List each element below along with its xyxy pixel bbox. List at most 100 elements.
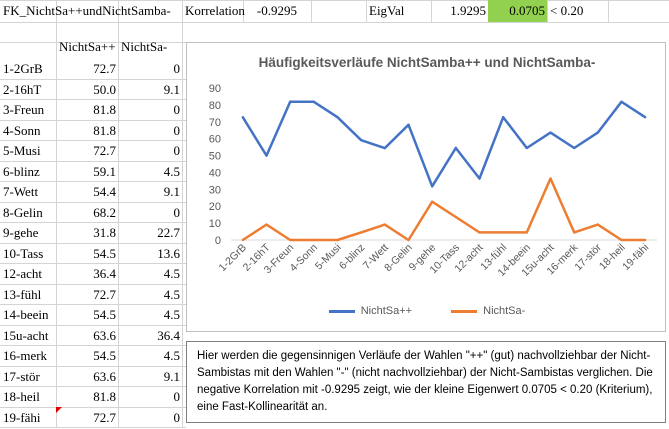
legend-item-series2[interactable]: NichtSa- <box>451 305 525 317</box>
legend-swatch-series1 <box>328 309 355 313</box>
row-label-cell[interactable]: 13-fühl <box>3 287 42 302</box>
eigval-1-cell[interactable]: 1.9295 <box>450 3 486 18</box>
row-value2-cell[interactable]: 0 <box>173 143 181 158</box>
row-value2-cell[interactable]: 0 <box>173 389 181 404</box>
data-point <box>359 138 363 142</box>
series-line-2 <box>242 177 646 242</box>
y-tick-label: 40 <box>209 167 221 179</box>
x-tick-label: 19-fähi <box>620 242 651 273</box>
row-gridline <box>0 222 186 223</box>
data-point <box>241 116 245 119</box>
col1-header-cell[interactable]: NichtSa++ <box>59 39 116 54</box>
row-value1-cell[interactable]: 54.5 <box>93 246 116 261</box>
row-value1-cell[interactable]: 54.5 <box>93 307 116 322</box>
row-value1-cell[interactable]: 81.8 <box>93 102 116 117</box>
row-gridline <box>0 386 186 387</box>
data-point <box>383 146 387 150</box>
row-label-cell[interactable]: 10-Tass <box>3 246 44 261</box>
row-value1-cell[interactable]: 54.5 <box>93 348 116 363</box>
row-value1-cell[interactable]: 68.2 <box>93 205 116 220</box>
y-tick-label: 80 <box>209 100 221 112</box>
row-value2-cell[interactable]: 9.1 <box>163 184 180 199</box>
row-label-cell[interactable]: 17-stör <box>3 369 40 384</box>
criterion-cell[interactable]: < 0.20 <box>550 3 584 18</box>
row-value1-cell[interactable]: 31.8 <box>93 225 116 240</box>
row-label-cell[interactable]: 16-merk <box>3 348 48 363</box>
y-tick-label: 20 <box>209 201 221 213</box>
data-point <box>288 238 292 242</box>
row-label-cell[interactable]: 2-16hT <box>3 82 42 97</box>
row-value2-cell[interactable]: 22.7 <box>157 225 180 240</box>
eigval-label-cell[interactable]: EigVal <box>369 3 405 18</box>
data-point <box>336 116 339 119</box>
korrelation-value-cell[interactable]: -0.9295 <box>256 3 297 18</box>
data-point <box>620 100 623 104</box>
line-chart[interactable]: Häufigkeitsverläufe NichtSamba++ und Nic… <box>186 42 666 332</box>
row-value1-cell[interactable]: 81.8 <box>93 123 116 138</box>
row-label-cell[interactable]: 14-beein <box>3 307 49 322</box>
data-point <box>359 231 363 234</box>
row-label-cell[interactable]: 18-heil <box>3 389 40 404</box>
row-value2-cell[interactable]: 13.6 <box>157 246 180 261</box>
row-gridline <box>0 345 186 346</box>
data-point <box>549 131 552 134</box>
row-value2-cell[interactable]: 0 <box>173 123 181 138</box>
row-label-cell[interactable]: 6-blinz <box>3 164 40 179</box>
row-value2-cell[interactable]: 4.5 <box>163 287 180 302</box>
row-value1-cell[interactable]: 63.6 <box>93 369 116 384</box>
row-value2-cell[interactable]: 9.1 <box>163 369 180 384</box>
row-value2-cell[interactable]: 9.1 <box>163 82 180 97</box>
row-value1-cell[interactable]: 54.4 <box>93 184 116 199</box>
row-label-cell[interactable]: 4-Sonn <box>3 123 41 138</box>
data-point <box>265 223 268 226</box>
eigval-2-cell[interactable]: 0.0705 <box>488 0 547 22</box>
row-value1-cell[interactable]: 72.7 <box>93 410 116 425</box>
row-value2-cell[interactable]: 4.5 <box>163 307 180 322</box>
row-gridline <box>0 120 186 121</box>
row-value2-cell[interactable]: 0 <box>173 102 181 117</box>
data-point <box>596 131 600 134</box>
note-textbox[interactable]: Hier werden die gegensinnigen Verläufe d… <box>186 341 666 423</box>
data-point <box>407 123 410 127</box>
row-value1-cell[interactable]: 36.4 <box>93 266 116 281</box>
data-point <box>525 231 529 234</box>
row-value1-cell[interactable]: 72.7 <box>93 61 116 76</box>
col2-header-cell[interactable]: NichtSa- <box>121 39 168 54</box>
row-value1-cell[interactable]: 63.6 <box>93 328 116 343</box>
korrelation-label-cell[interactable]: Korrelation <box>185 3 245 18</box>
row-value1-cell[interactable]: 50.0 <box>93 82 116 97</box>
y-tick-label: 60 <box>209 134 221 146</box>
row-value2-cell[interactable]: 0 <box>173 410 181 425</box>
row-label-cell[interactable]: 12-acht <box>3 266 42 281</box>
row-value2-cell[interactable]: 4.5 <box>163 348 180 363</box>
row-label-cell[interactable]: 19-fähi <box>3 410 41 425</box>
data-point <box>501 231 505 234</box>
row-value1-cell[interactable]: 72.7 <box>93 287 116 302</box>
comment-indicator-icon[interactable] <box>56 407 62 413</box>
series-line-1 <box>241 100 646 188</box>
legend-item-series1[interactable]: NichtSa++ <box>328 305 412 317</box>
row-label-cell[interactable]: 9-gehe <box>3 225 39 240</box>
data-point <box>430 185 434 188</box>
row-value1-cell[interactable]: 72.7 <box>93 143 116 158</box>
row-value2-cell[interactable]: 4.5 <box>163 266 180 281</box>
row-gridline <box>0 284 186 285</box>
row-value1-cell[interactable]: 59.1 <box>93 164 116 179</box>
row-label-cell[interactable]: 7-Wett <box>3 184 39 199</box>
y-tick-label: 0 <box>215 235 221 247</box>
row-label-cell[interactable]: 8-Gelin <box>3 205 43 220</box>
row-value2-cell[interactable]: 36.4 <box>157 328 180 343</box>
row-label-cell[interactable]: 5-Musi <box>3 143 41 158</box>
chart-legend[interactable]: NichtSa++ NichtSa- <box>187 305 667 317</box>
row-value2-cell[interactable]: 0 <box>173 205 181 220</box>
data-point <box>525 146 529 150</box>
row-label-cell[interactable]: 3-Freun <box>3 102 45 117</box>
row-label-cell[interactable]: 15u-acht <box>3 328 49 343</box>
row-value1-cell[interactable]: 81.8 <box>93 389 116 404</box>
row-value2-cell[interactable]: 0 <box>173 61 181 76</box>
data-point <box>336 238 339 242</box>
row-label-cell[interactable]: 1-2GrB <box>3 61 43 76</box>
row-value2-cell[interactable]: 4.5 <box>163 164 180 179</box>
sheet-title-cell[interactable]: FK_NichtSa++undNichtSamba- <box>3 3 171 18</box>
data-point <box>620 238 623 242</box>
